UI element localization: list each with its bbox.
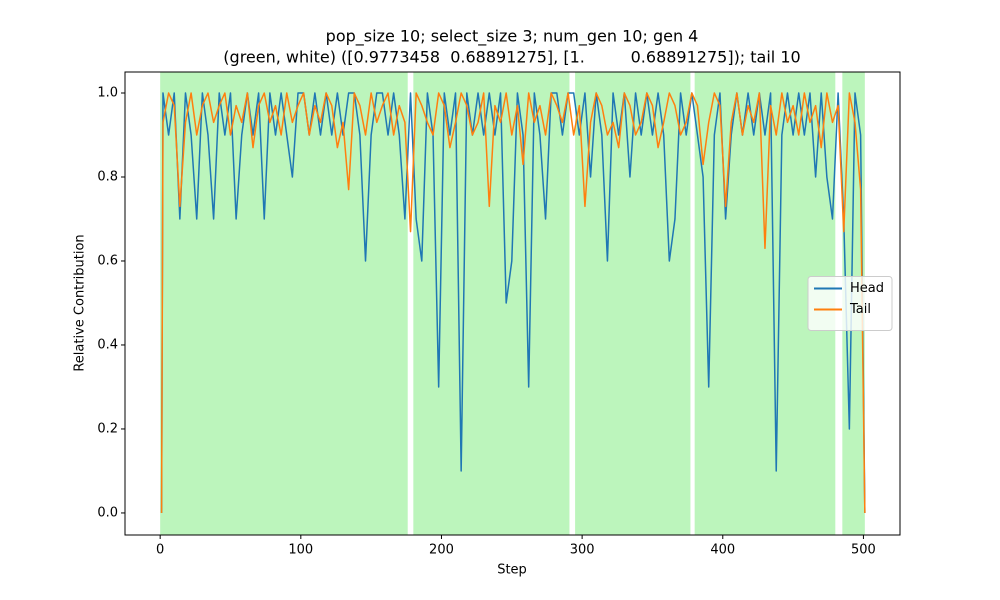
chart-title: pop_size 10; select_size 3; num_gen 10; … [326, 27, 699, 47]
legend-label: Head [850, 281, 884, 296]
y-tick-label: 0.4 [97, 337, 118, 352]
series-line [160, 92, 866, 513]
y-tick-label: 0.2 [97, 421, 118, 436]
highlight-span [160, 72, 408, 535]
series-line [160, 92, 866, 513]
x-tick-label: 500 [851, 543, 876, 558]
x-tick-label: 200 [429, 543, 454, 558]
x-axis-label: Step [497, 563, 527, 578]
x-tick-label: 400 [710, 543, 735, 558]
x-tick-label: 0 [156, 543, 164, 558]
y-tick-label: 0.8 [97, 169, 118, 184]
y-tick-label: 1.0 [97, 85, 118, 100]
legend-box [807, 276, 893, 331]
legend-label: Tail [849, 302, 871, 317]
highlight-span [413, 72, 570, 535]
y-axis-label: Relative Contribution [73, 234, 88, 371]
x-tick-label: 100 [288, 543, 313, 558]
y-tick-label: 0.6 [97, 253, 118, 268]
chart-subtitle: (green, white) ([0.9773458 0.68891275], … [223, 48, 800, 67]
y-tick-label: 0.0 [97, 505, 118, 520]
highlight-span [575, 72, 691, 535]
x-tick-label: 300 [570, 543, 595, 558]
plot-frame [124, 71, 901, 536]
